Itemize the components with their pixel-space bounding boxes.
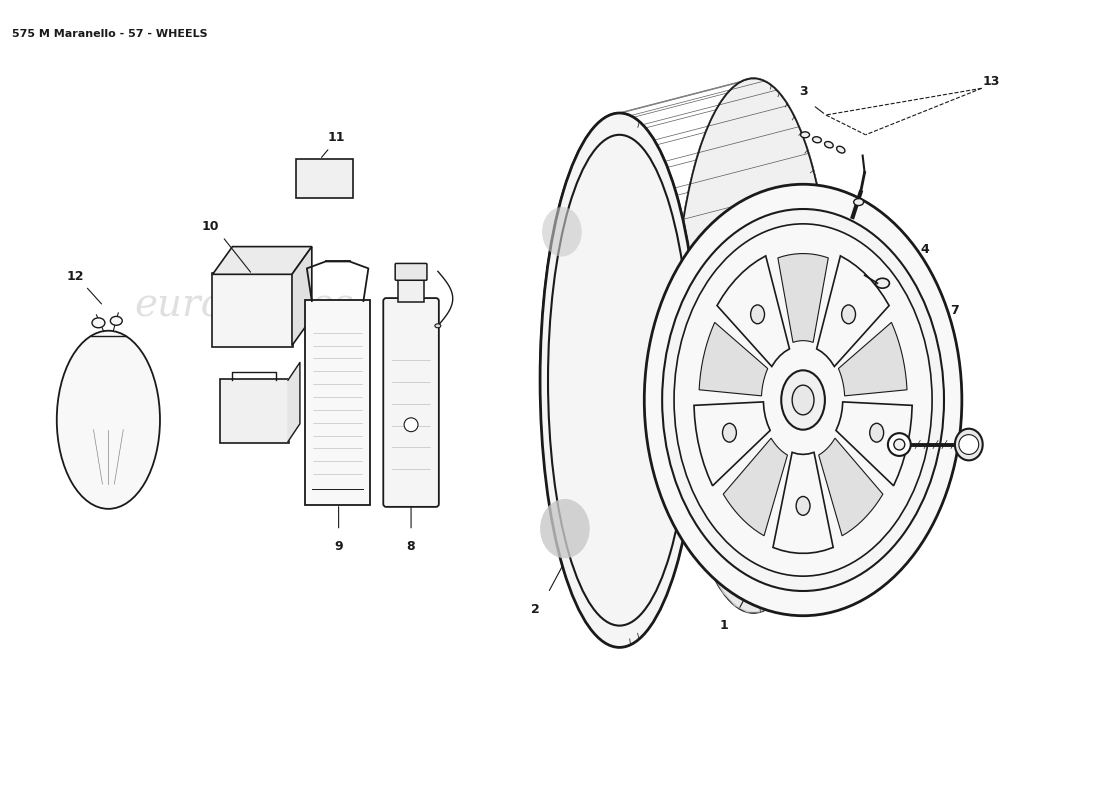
FancyBboxPatch shape — [395, 263, 427, 280]
Polygon shape — [694, 402, 770, 486]
Text: eurospares: eurospares — [604, 477, 824, 514]
Polygon shape — [818, 438, 883, 536]
Ellipse shape — [548, 134, 691, 626]
Ellipse shape — [796, 497, 810, 515]
Ellipse shape — [750, 305, 764, 324]
Ellipse shape — [870, 423, 883, 442]
Ellipse shape — [540, 499, 590, 558]
Text: 9: 9 — [334, 540, 343, 553]
FancyBboxPatch shape — [296, 158, 352, 198]
Ellipse shape — [876, 278, 890, 288]
Polygon shape — [292, 246, 311, 346]
Polygon shape — [288, 362, 300, 442]
Ellipse shape — [92, 318, 104, 328]
FancyBboxPatch shape — [383, 298, 439, 507]
Text: 13: 13 — [983, 75, 1000, 88]
Text: 12: 12 — [67, 270, 85, 283]
Text: 10: 10 — [201, 220, 219, 234]
FancyBboxPatch shape — [211, 274, 293, 346]
Text: 575 M Maranello - 57 - WHEELS: 575 M Maranello - 57 - WHEELS — [12, 29, 208, 39]
Polygon shape — [700, 322, 768, 396]
Circle shape — [404, 418, 418, 432]
Text: 1: 1 — [719, 619, 728, 632]
Ellipse shape — [825, 142, 833, 148]
Circle shape — [894, 439, 905, 450]
Ellipse shape — [645, 184, 961, 616]
Text: 6: 6 — [947, 356, 956, 369]
Polygon shape — [540, 78, 833, 357]
Ellipse shape — [540, 113, 698, 647]
Text: 5: 5 — [856, 570, 864, 582]
Ellipse shape — [955, 429, 982, 460]
Circle shape — [959, 434, 979, 454]
FancyBboxPatch shape — [220, 379, 289, 442]
Polygon shape — [723, 438, 788, 536]
Ellipse shape — [434, 324, 441, 328]
Text: 2: 2 — [530, 603, 539, 616]
Polygon shape — [717, 256, 790, 366]
Text: 7: 7 — [950, 305, 959, 318]
Ellipse shape — [842, 305, 856, 324]
FancyBboxPatch shape — [398, 278, 424, 302]
Text: 3: 3 — [799, 85, 807, 98]
Polygon shape — [836, 402, 912, 486]
Ellipse shape — [837, 146, 845, 153]
Ellipse shape — [801, 132, 810, 138]
Text: 8: 8 — [407, 540, 416, 553]
Polygon shape — [816, 256, 889, 366]
FancyBboxPatch shape — [306, 299, 370, 506]
Ellipse shape — [57, 330, 160, 509]
Polygon shape — [778, 254, 828, 342]
Ellipse shape — [662, 209, 944, 591]
Ellipse shape — [542, 207, 582, 257]
Ellipse shape — [781, 370, 825, 430]
Polygon shape — [773, 452, 833, 554]
Polygon shape — [212, 246, 311, 274]
Polygon shape — [838, 322, 908, 396]
Ellipse shape — [854, 198, 864, 206]
Text: eurospares: eurospares — [134, 286, 354, 323]
Text: 4: 4 — [921, 243, 929, 256]
Polygon shape — [540, 369, 833, 646]
Text: 11: 11 — [328, 131, 345, 144]
Ellipse shape — [813, 137, 822, 142]
Circle shape — [888, 433, 911, 456]
Ellipse shape — [674, 224, 932, 576]
Ellipse shape — [723, 423, 736, 442]
Ellipse shape — [110, 316, 122, 326]
Ellipse shape — [792, 385, 814, 415]
Ellipse shape — [674, 78, 833, 613]
